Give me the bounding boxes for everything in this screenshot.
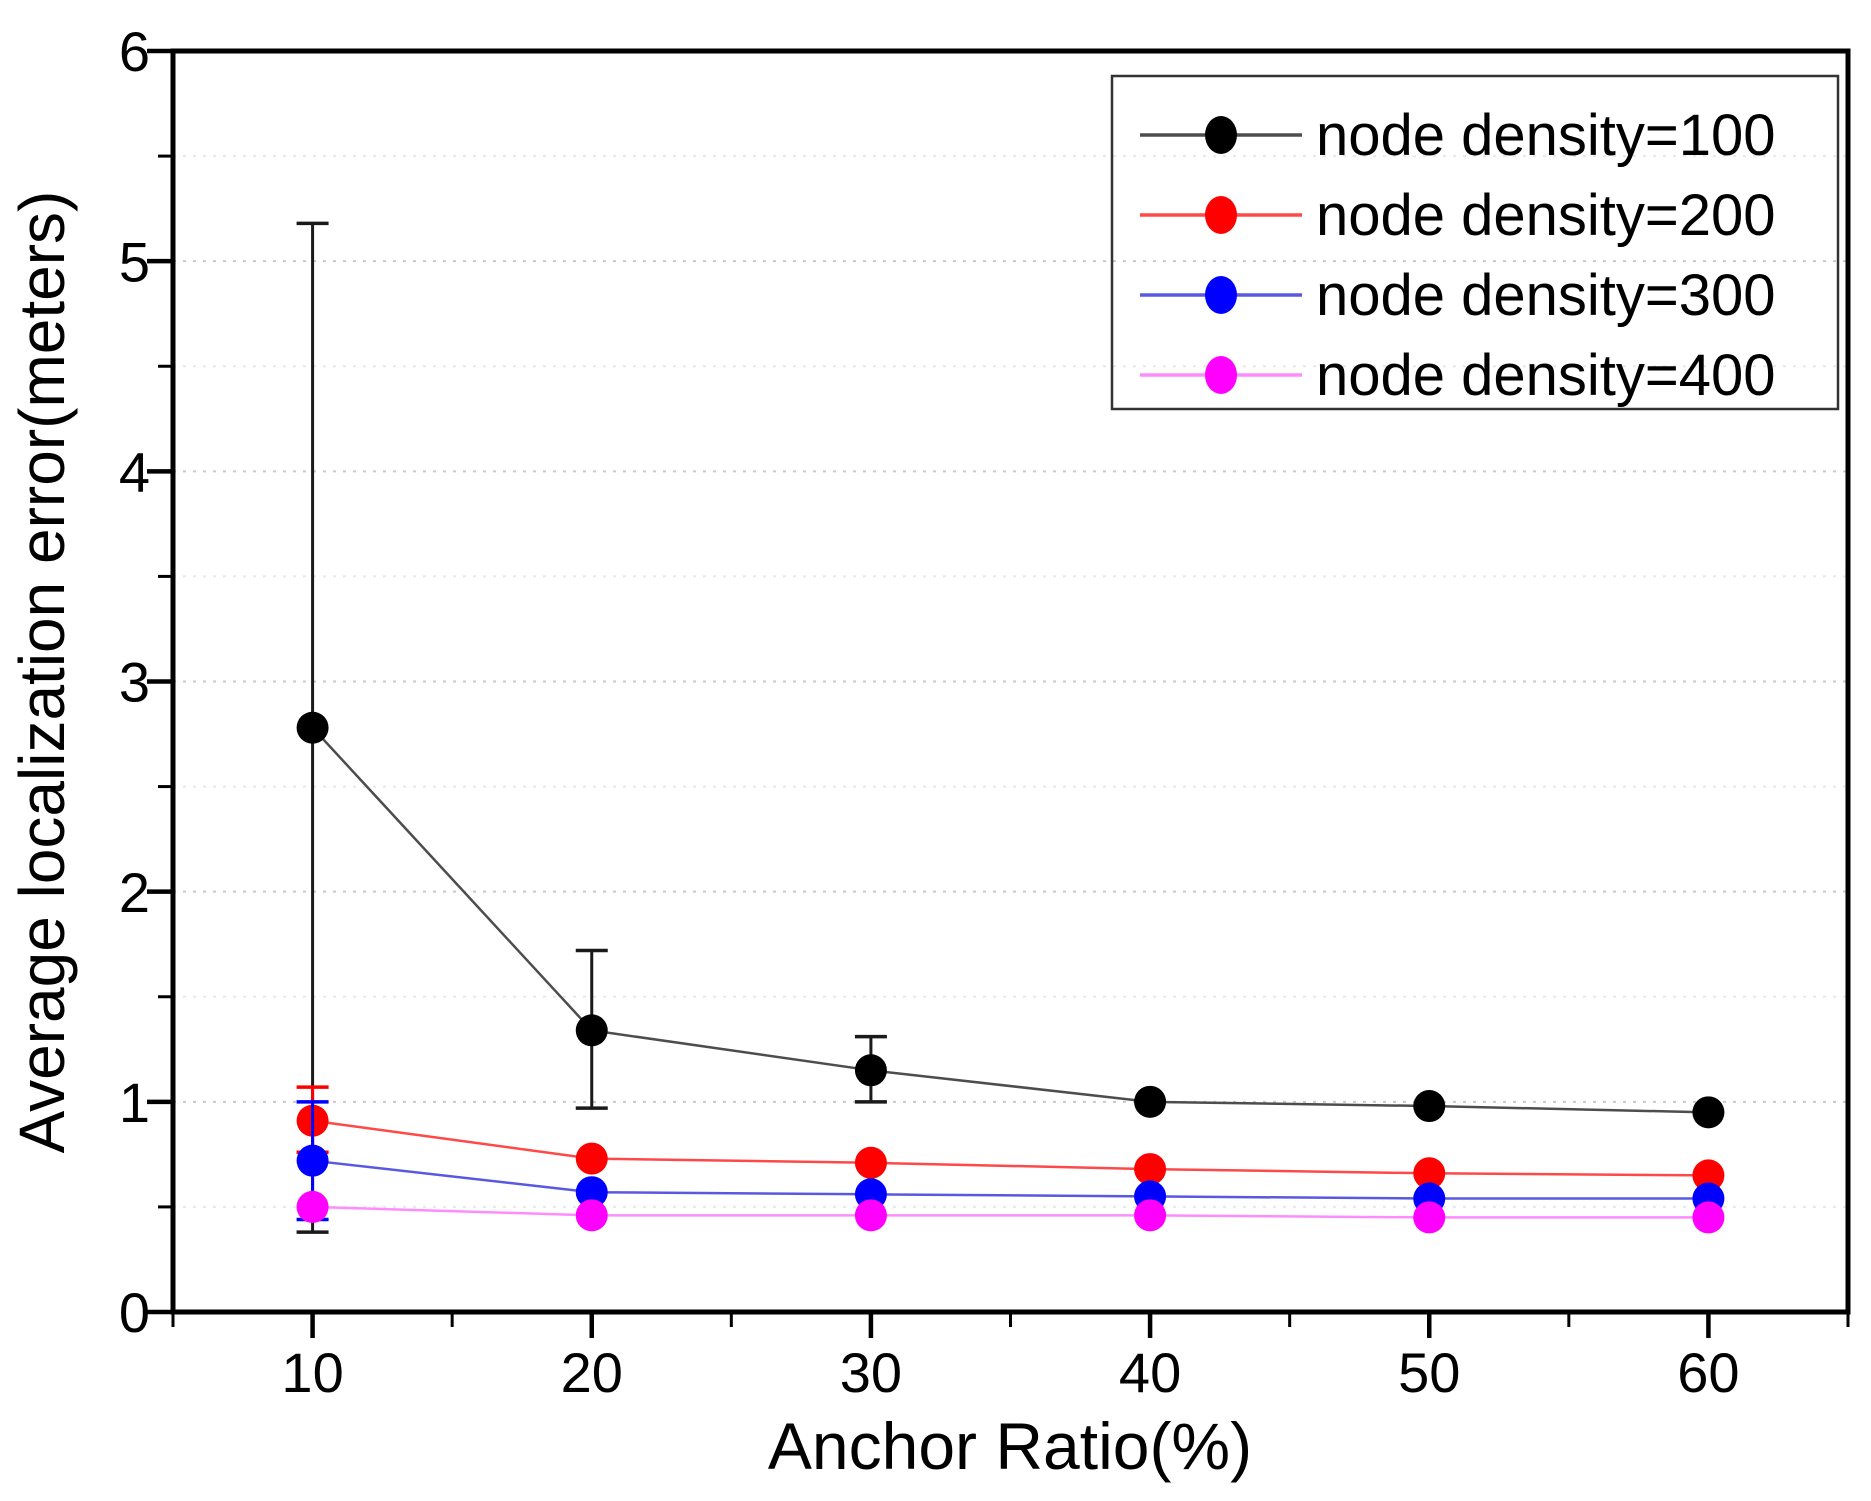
y-tick-label-3: 3: [119, 651, 150, 714]
data-point-node-density-100-x20: [575, 1014, 608, 1047]
data-point-node-density-400-x40: [1134, 1199, 1167, 1232]
x-tick-label-30: 30: [840, 1341, 902, 1404]
data-point-node-density-200-x50: [1413, 1157, 1446, 1190]
data-point-node-density-300-x20: [575, 1176, 608, 1209]
legend: node density=100 node density=200 node den…: [1110, 74, 1840, 411]
y-tick-label-5: 5: [119, 230, 150, 293]
legend-marker: [1205, 196, 1237, 234]
plot-frame: [170, 48, 1851, 1315]
legend-label: node density=300: [1316, 263, 1776, 328]
x-tick-label-10: 10: [281, 1341, 343, 1404]
legend-item-node-density-400: node density=400: [1140, 343, 1776, 408]
data-point-node-density-400-x60: [1692, 1201, 1725, 1234]
data-point-node-density-200-x30: [854, 1146, 887, 1179]
data-point-node-density-300-x10: [296, 1144, 329, 1177]
y-tick-label-6: 6: [119, 20, 150, 83]
legend-item-node-density-200: node density=200: [1140, 183, 1776, 248]
data-point-node-density-100-x50: [1413, 1090, 1446, 1123]
data-point-node-density-100-x10: [296, 711, 329, 744]
data-point-node-density-400-x30: [854, 1199, 887, 1232]
data-point-node-density-400-x10: [296, 1190, 329, 1223]
legend-marker: [1205, 356, 1237, 394]
data-point-node-density-200-x40: [1134, 1153, 1167, 1186]
data-point-node-density-100-x60: [1692, 1096, 1725, 1129]
y-tick-label-2: 2: [119, 861, 150, 924]
legend-label: node density=400: [1316, 343, 1776, 408]
legend-box: [1110, 74, 1840, 411]
series-line-node-density-300: [312, 1159, 1709, 1200]
series-line-node-density-200: [312, 1119, 1709, 1177]
x-tick-label-50: 50: [1398, 1341, 1460, 1404]
legend-label: node density=100: [1316, 103, 1776, 168]
data-point-node-density-100-x40: [1134, 1085, 1167, 1118]
series-line-node-density-400: [312, 1205, 1709, 1219]
data-point-node-density-400-x20: [575, 1199, 608, 1232]
data-point-node-density-200-x20: [575, 1142, 608, 1175]
legend-item-node-density-300: node density=300: [1140, 263, 1776, 328]
x-tick-label-20: 20: [561, 1341, 623, 1404]
series-node-density-300: [296, 1100, 1725, 1222]
series-node-density-200: [296, 1085, 1725, 1192]
x-axis-title: Anchor Ratio(%): [767, 1409, 1253, 1483]
x-tick-label-60: 60: [1677, 1341, 1739, 1404]
series-node-density-100: [296, 221, 1725, 1234]
x-tick-label-40: 40: [1119, 1341, 1181, 1404]
data-point-node-density-200-x60: [1692, 1159, 1725, 1192]
y-tick-label-1: 1: [119, 1071, 150, 1134]
series-node-density-400: [296, 1190, 1725, 1234]
legend-item-node-density-100: node density=100: [1140, 103, 1776, 168]
legend-marker: [1205, 116, 1237, 154]
y-tick-label-0: 0: [119, 1281, 150, 1344]
y-axis-title: Average localization error(meters): [6, 190, 78, 1154]
legend-marker: [1205, 276, 1237, 314]
data-point-node-density-400-x50: [1413, 1201, 1446, 1234]
data-point-node-density-100-x30: [854, 1054, 887, 1087]
legend-label: node density=200: [1316, 183, 1776, 248]
y-tick-label-4: 4: [119, 440, 150, 503]
series-line-node-density-100: [311, 726, 1709, 1114]
